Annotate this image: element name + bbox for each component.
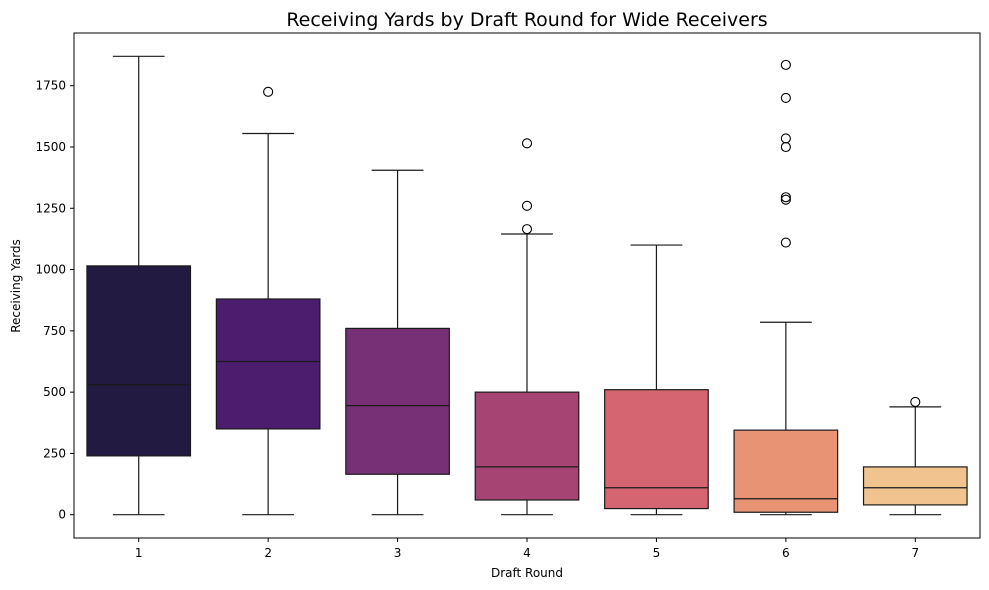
- box-iqr: [215, 298, 321, 430]
- box-iqr: [604, 389, 709, 510]
- outlier-point: [263, 86, 274, 97]
- box-group-round-4: [474, 138, 580, 516]
- box-group-round-6: [733, 59, 839, 516]
- outlier-point: [910, 396, 921, 407]
- box-iqr: [86, 265, 192, 457]
- y-axis: 0 250 500 750 1000 1250 1500 1750: [35, 79, 74, 522]
- y-tick-label: 500: [43, 385, 66, 399]
- outlier-point: [780, 92, 791, 104]
- outlier-point: [521, 224, 533, 235]
- outlier-point: [780, 141, 791, 153]
- outlier-point: [780, 59, 791, 70]
- box-group-round-7: [862, 396, 968, 516]
- outlier-point: [521, 200, 533, 211]
- y-tick-label: 1500: [35, 140, 66, 154]
- x-tick-label: 6: [782, 546, 790, 560]
- box-iqr: [345, 327, 450, 475]
- plot-area: [86, 55, 968, 516]
- y-tick-label: 750: [43, 324, 66, 338]
- y-tick-label: 1750: [35, 79, 66, 93]
- box-group-round-1: [86, 55, 192, 516]
- outlier-point: [780, 133, 791, 144]
- box-group-round-5: [604, 244, 709, 516]
- y-tick-label: 0: [58, 508, 66, 522]
- x-axis: 1 2 3 4 5 6 7: [135, 538, 919, 560]
- y-axis-label: Receiving Yards: [9, 239, 23, 333]
- x-tick-label: 1: [135, 546, 143, 560]
- box-group-round-2: [215, 86, 321, 516]
- outlier-point: [521, 138, 533, 149]
- x-tick-label: 7: [911, 546, 919, 560]
- y-tick-label: 1000: [35, 263, 66, 277]
- x-tick-label: 4: [523, 546, 531, 560]
- box-iqr: [474, 391, 580, 501]
- y-tick-label: 250: [43, 446, 66, 460]
- outlier-point: [780, 192, 791, 203]
- chart-title: Receiving Yards by Draft Round for Wide …: [286, 9, 767, 31]
- y-tick-label: 1250: [35, 201, 66, 215]
- x-tick-label: 2: [264, 546, 272, 560]
- x-tick-label: 3: [394, 546, 402, 560]
- box-iqr: [733, 429, 839, 513]
- outlier-point: [780, 237, 791, 248]
- box-iqr: [862, 466, 968, 506]
- x-axis-label: Draft Round: [491, 566, 563, 580]
- outlier-point: [780, 194, 791, 205]
- x-tick-label: 5: [653, 546, 661, 560]
- box-group-round-3: [345, 169, 450, 516]
